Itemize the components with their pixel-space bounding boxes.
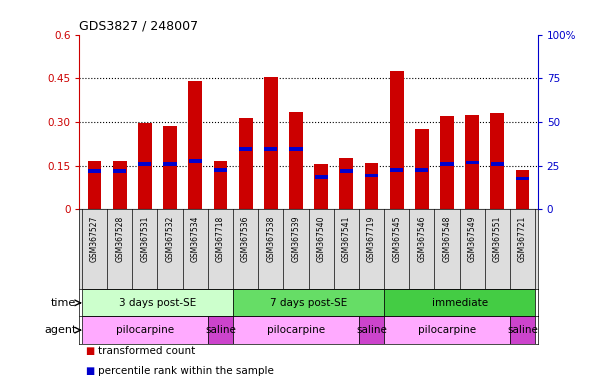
Bar (239, 147, 252, 151)
Bar (82, 289, 233, 316)
Bar (466, 114, 479, 209)
Text: GSM367527: GSM367527 (90, 215, 99, 262)
Text: pilocarpine: pilocarpine (267, 325, 325, 335)
Bar (491, 162, 504, 166)
Bar (440, 116, 454, 209)
Text: GSM367719: GSM367719 (367, 215, 376, 262)
Text: GSM367721: GSM367721 (518, 215, 527, 262)
Text: agent: agent (44, 325, 76, 335)
Bar (365, 162, 378, 209)
Text: GSM367538: GSM367538 (266, 215, 276, 262)
Bar (87, 161, 101, 209)
Text: GSM367548: GSM367548 (442, 215, 452, 262)
Text: GSM367545: GSM367545 (392, 215, 401, 262)
Bar (233, 289, 384, 316)
Text: GSM367534: GSM367534 (191, 215, 200, 262)
Bar (138, 162, 152, 166)
Text: pilocarpine: pilocarpine (418, 325, 476, 335)
Text: GSM367551: GSM367551 (493, 215, 502, 262)
Text: transformed count: transformed count (98, 346, 195, 356)
Bar (516, 170, 530, 209)
Text: saline: saline (205, 325, 236, 335)
Bar (510, 316, 535, 344)
Text: time: time (51, 298, 76, 308)
Bar (441, 162, 453, 166)
Text: GSM367546: GSM367546 (417, 215, 426, 262)
Text: 7 days post-SE: 7 days post-SE (270, 298, 347, 308)
Bar (315, 175, 327, 179)
Bar (415, 129, 429, 209)
Text: percentile rank within the sample: percentile rank within the sample (98, 366, 274, 376)
Bar (208, 316, 233, 344)
Bar (384, 316, 510, 344)
Text: GDS3827 / 248007: GDS3827 / 248007 (79, 19, 199, 32)
Bar (340, 169, 353, 173)
Bar (88, 169, 101, 173)
Bar (213, 161, 227, 209)
Text: 3 days post-SE: 3 days post-SE (119, 298, 196, 308)
Text: ■: ■ (86, 366, 95, 376)
Bar (339, 158, 353, 209)
Text: GSM367531: GSM367531 (141, 215, 150, 262)
Bar (164, 162, 177, 166)
Bar (264, 147, 277, 151)
Bar (189, 159, 202, 163)
Bar (491, 113, 504, 209)
Text: immediate: immediate (431, 298, 488, 308)
Bar (138, 123, 152, 209)
Bar (113, 161, 126, 209)
Text: ■: ■ (86, 346, 95, 356)
Bar (390, 168, 403, 172)
Text: GSM367541: GSM367541 (342, 215, 351, 262)
Text: saline: saline (356, 325, 387, 335)
Bar (163, 126, 177, 209)
Text: GSM367539: GSM367539 (291, 215, 301, 262)
Bar (516, 177, 529, 180)
Text: GSM367549: GSM367549 (467, 215, 477, 262)
Text: GSM367718: GSM367718 (216, 215, 225, 262)
Text: saline: saline (507, 325, 538, 335)
Bar (365, 174, 378, 177)
Bar (359, 316, 384, 344)
Bar (384, 289, 535, 316)
Bar (415, 168, 428, 172)
Text: GSM367536: GSM367536 (241, 215, 250, 262)
Bar (82, 316, 208, 344)
Bar (390, 71, 404, 209)
Bar (290, 147, 302, 151)
Text: GSM367532: GSM367532 (166, 215, 175, 262)
Bar (264, 77, 278, 209)
Text: GSM367528: GSM367528 (115, 215, 124, 262)
Bar (239, 118, 252, 209)
Bar (113, 169, 126, 173)
Bar (289, 112, 303, 209)
Bar (233, 316, 359, 344)
Text: pilocarpine: pilocarpine (116, 325, 174, 335)
Text: GSM367540: GSM367540 (316, 215, 326, 262)
Bar (188, 81, 202, 209)
Bar (214, 168, 227, 172)
Bar (466, 161, 479, 164)
Bar (314, 164, 328, 209)
